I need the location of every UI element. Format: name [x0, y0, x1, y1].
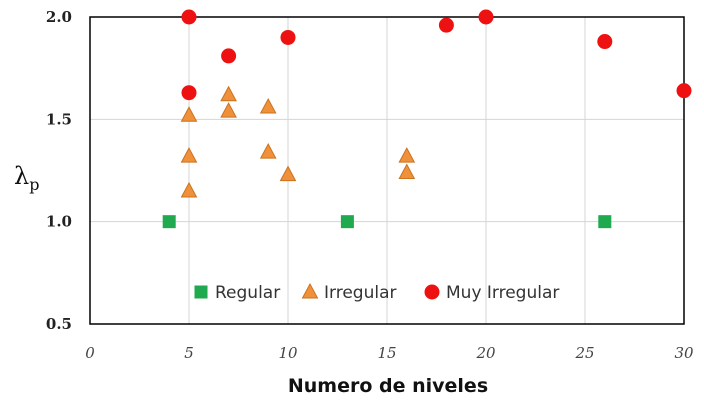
circle-point: [280, 29, 296, 45]
x-tick-label: 15: [377, 344, 396, 362]
plot-area-border: [89, 16, 685, 325]
circle-point: [676, 83, 692, 99]
x-tick-label: 0: [85, 344, 95, 362]
triangle-point: [180, 181, 198, 198]
circle-point: [478, 9, 494, 25]
triangle-point: [220, 102, 237, 118]
circle-point: [181, 9, 197, 25]
y-axis-ticks: 0.5 1.0 1.5 2.0: [46, 8, 72, 333]
x-axis-ticks: 0 5 10 15 20 25 30: [85, 344, 694, 362]
triangle-point: [259, 143, 277, 159]
square-point: [598, 215, 612, 229]
data-points: [162, 9, 692, 229]
legend-label: Muy Irregular: [446, 283, 559, 303]
y-axis-title: λp: [14, 162, 39, 194]
circle-point: [438, 17, 454, 33]
triangle-point: [398, 163, 416, 180]
y-tick-label: 0.5: [46, 315, 72, 333]
x-tick-label: 30: [674, 344, 694, 362]
y-tick-label: 1.5: [46, 110, 72, 128]
circle-point: [221, 48, 237, 64]
triangle-point: [398, 147, 416, 163]
y-axis-title-subscript: p: [29, 175, 39, 194]
y-tick-label: 1.0: [46, 213, 72, 231]
circle-point: [181, 85, 197, 101]
triangle-point: [180, 106, 198, 122]
triangle-point: [279, 165, 297, 182]
y-tick-label: 2.0: [46, 8, 72, 26]
x-axis-title: Numero de niveles: [288, 375, 488, 397]
triangle-point: [220, 85, 237, 102]
square-point: [340, 215, 354, 229]
legend-label: Regular: [215, 283, 280, 303]
x-tick-label: 5: [184, 344, 194, 362]
x-tick-label: 25: [574, 344, 594, 362]
triangle-point: [259, 97, 277, 114]
square-point: [162, 215, 176, 229]
legend-label: Irregular: [324, 283, 396, 303]
legend: Regular Irregular Muy Irregular: [194, 282, 559, 303]
y-axis-title-symbol: λ: [14, 162, 29, 190]
triangle-point: [180, 147, 198, 163]
legend-triangle-icon: [301, 282, 319, 299]
legend-circle-icon: [424, 284, 440, 300]
circle-point: [597, 34, 613, 50]
legend-square-icon: [194, 285, 208, 299]
x-tick-label: 20: [475, 344, 496, 362]
grid-lines: [89, 16, 685, 325]
x-tick-label: 10: [278, 344, 298, 362]
